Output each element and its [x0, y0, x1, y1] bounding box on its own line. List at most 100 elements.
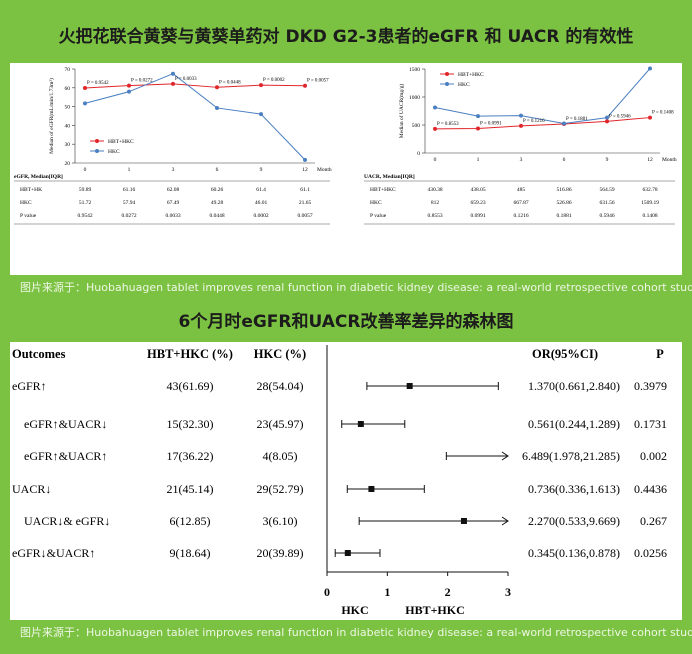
row-label: HKC — [20, 200, 32, 206]
ci-arrow — [501, 451, 509, 461]
x-tick-label: 1 — [128, 167, 131, 173]
table-cell: 1509.19 — [641, 200, 659, 206]
table-cell: 59.89 — [79, 187, 92, 193]
point — [83, 101, 87, 106]
table-cell: 430.38 — [427, 187, 442, 193]
group-1: 9(18.64) — [170, 546, 211, 560]
x-tick-label: 6 — [216, 167, 219, 173]
table-cell: 60.26 — [211, 187, 224, 193]
x-axis-label: Month — [662, 157, 677, 163]
annotation: P = 0.5946 — [609, 114, 631, 119]
annotation: P = 0.9542 — [87, 81, 109, 86]
column-header: OR(95%CI) — [532, 347, 598, 361]
or-label: 0.561(0.244,1.289) — [528, 417, 620, 431]
row-label: eGFR↑&UACR↑ — [24, 449, 107, 463]
series-line — [84, 83, 306, 89]
point — [433, 126, 437, 131]
or-label: 0.345(0.136,0.878) — [528, 546, 620, 560]
series-line — [434, 68, 651, 125]
y-tick-label: 30 — [65, 142, 71, 148]
table-cell: 812 — [431, 200, 440, 206]
table-cell: 46.01 — [255, 200, 268, 206]
y-tick-label: 0 — [417, 151, 420, 157]
y-tick-label: 1500 — [409, 67, 420, 73]
x-tick-label: 9 — [260, 167, 263, 173]
table-cell: 485 — [517, 187, 526, 193]
table-cell: 0.1216 — [513, 213, 528, 219]
table-cell: 438.05 — [470, 187, 485, 193]
x-tick-label: 12 — [302, 167, 308, 173]
y-axis-label: Median of eGFR(mL/min/1.73m²) — [48, 78, 55, 154]
or-point — [357, 421, 364, 427]
row-label: P value — [20, 213, 37, 219]
table-cell: 0.5946 — [599, 213, 614, 219]
table-title: UACR, Median[IQR] — [364, 174, 415, 180]
x-tick-label: 0 — [434, 157, 437, 163]
table-cell: 49.28 — [211, 200, 224, 206]
x-axis-label: Month — [317, 167, 332, 173]
table-cell: 0.0033 — [165, 213, 180, 219]
x-tick-label: 1 — [477, 157, 480, 163]
group-1: 21(45.14) — [167, 482, 214, 496]
p-value: 0.4436 — [634, 482, 667, 496]
group-2: 4(8.05) — [263, 449, 298, 463]
y-tick-label: 70 — [65, 67, 71, 73]
table-cell: 0.9542 — [77, 213, 92, 219]
title: 火把花联合黄葵与黄葵单药对 DKD G2-3患者的eGFR 和 UACR 的有效… — [59, 26, 634, 47]
group-2: 20(39.89) — [257, 546, 304, 560]
legend-label: HKC — [458, 82, 470, 88]
or-label: 6.489(1.978,21.285) — [522, 449, 620, 463]
row-label: HBT+HK — [20, 187, 42, 193]
annotation: P = 0.0002 — [263, 78, 285, 83]
table-cell: 61.4 — [256, 187, 266, 193]
y-axis-label: Median of UACR(mg/g) — [398, 84, 405, 139]
panel — [10, 342, 682, 620]
table-cell: 0.0448 — [209, 213, 224, 219]
or-point — [368, 486, 375, 492]
point — [605, 115, 609, 120]
x-tick-label: 3 — [505, 585, 511, 599]
p-value: 0.267 — [640, 514, 667, 528]
caption: 图片来源于：Huobahuagen tablet improves renal … — [20, 280, 692, 294]
series-line — [84, 73, 306, 161]
or-label: 1.370(0.661,2.840) — [528, 379, 620, 393]
legend-label: HBT+HKC — [458, 72, 484, 78]
row-label: eGFR↑ — [12, 379, 47, 393]
point — [127, 89, 131, 94]
group-1: 6(12.85) — [170, 514, 211, 528]
p-value: 0.0256 — [634, 546, 667, 560]
annotation: P = 0.0033 — [175, 77, 197, 82]
p-value: 0.3979 — [634, 379, 667, 393]
table-cell: 0.1408 — [642, 213, 657, 219]
x-tick-label: 3 — [520, 157, 523, 163]
p-value: 0.1731 — [634, 417, 667, 431]
point — [433, 105, 437, 110]
point — [476, 126, 480, 131]
column-header: Outcomes — [12, 347, 66, 361]
series-line — [434, 117, 651, 130]
table-cell: 526.86 — [556, 200, 571, 206]
or-point — [460, 518, 467, 524]
group-2: 28(54.04) — [257, 379, 304, 393]
y-tick-label: 500 — [412, 123, 421, 129]
annotation: P = 0.0991 — [480, 121, 502, 126]
group-2: 3(6.10) — [263, 514, 298, 528]
point — [648, 66, 652, 71]
table-cell: 564.59 — [599, 187, 614, 193]
x-label: HKC — [341, 603, 368, 617]
row-label: eGFR↑&UACR↓ — [24, 417, 107, 431]
table-cell: 631.56 — [599, 200, 614, 206]
y-tick-label: 50 — [65, 105, 71, 111]
ci-arrow — [501, 516, 509, 526]
x-tick-label: 1 — [384, 585, 390, 599]
group-1: 15(32.30) — [167, 417, 214, 431]
table-cell: 516.86 — [556, 187, 571, 193]
x-tick-label: 0 — [324, 585, 330, 599]
point — [562, 121, 566, 126]
table-cell: 632.78 — [642, 187, 657, 193]
group-1: 43(61.69) — [167, 379, 214, 393]
table-cell: 61.16 — [123, 187, 136, 193]
table-cell: 667.87 — [513, 200, 528, 206]
table-cell: 57.94 — [123, 200, 136, 206]
